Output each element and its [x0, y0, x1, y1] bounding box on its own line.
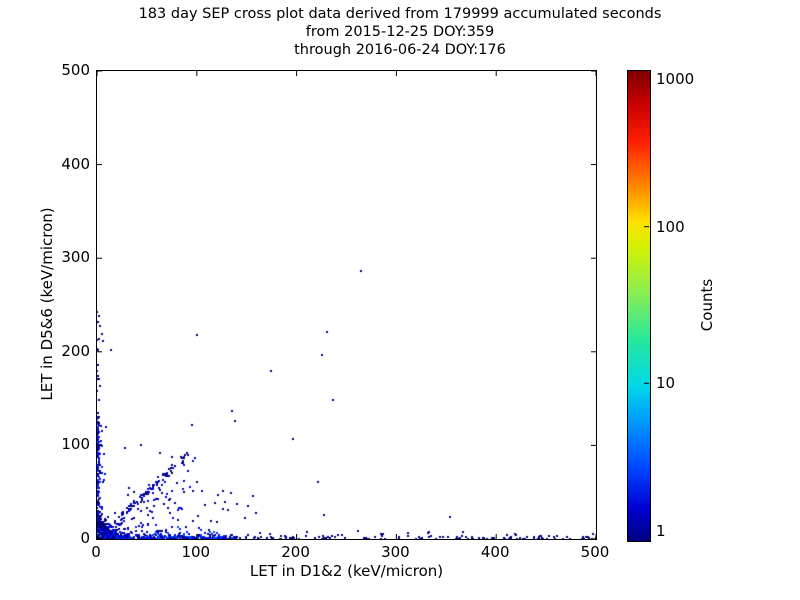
scatter-points-canvas [97, 71, 596, 539]
y-tick-label-0: 0 [80, 529, 90, 547]
y-tick-label-300: 300 [61, 248, 90, 267]
y-tick-label-400: 400 [61, 154, 90, 173]
x-axis-label: LET in D1&2 (keV/micron) [249, 562, 444, 580]
y-tick-label-200: 200 [61, 341, 90, 360]
colorbar-tick-label-10: 10 [656, 374, 676, 393]
y-tick-label-100: 100 [61, 435, 90, 454]
x-tick-label-400: 400 [480, 543, 510, 561]
y-axis-label: LET in D5&6 (keV/micron) [38, 207, 56, 401]
colorbar-label: Counts [698, 278, 716, 332]
figure-title-line-2: from 2015-12-25 DOY:359 [305, 24, 495, 40]
x-tick-label-0: 0 [91, 543, 101, 561]
y-tick-label-500: 500 [61, 61, 90, 79]
x-tick-label-200: 200 [281, 543, 310, 561]
colorbar-tick-label-100: 100 [656, 217, 685, 236]
colorbar-tick-label-1: 1 [656, 522, 666, 540]
x-tick-label-300: 300 [381, 543, 410, 561]
plot-area [96, 70, 597, 540]
colorbar-tick-label-1000: 1000 [656, 70, 695, 88]
colorbar-gradient [627, 70, 651, 542]
x-tick-label-500: 500 [580, 543, 610, 561]
figure-title-line-1: 183 day SEP cross plot data derived from… [138, 6, 662, 22]
figure-title-line-3: through 2016-06-24 DOY:176 [294, 42, 506, 58]
x-tick-label-100: 100 [181, 543, 211, 561]
